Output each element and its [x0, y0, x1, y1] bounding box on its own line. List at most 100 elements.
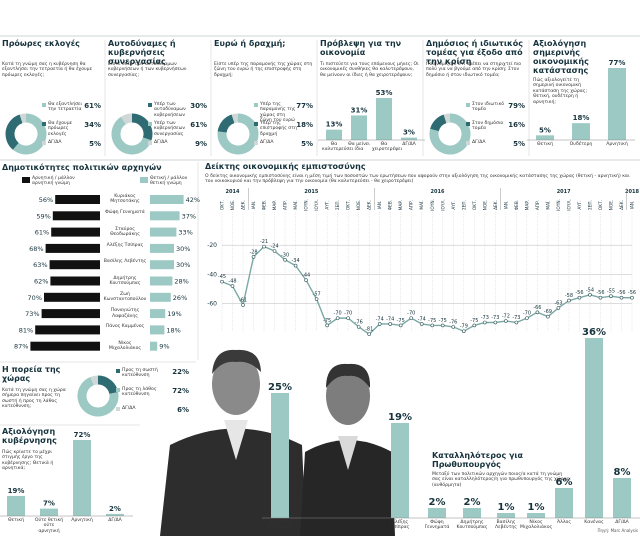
donut-label: Υπέρ της επιστροφής στη δραχμή: [260, 121, 297, 137]
value-label: -74: [386, 316, 394, 322]
x-tick-label: ΟΚΤ.: [472, 200, 478, 210]
point: [346, 316, 350, 320]
value-label: -70: [523, 311, 531, 317]
donut-segment: [97, 375, 119, 395]
x-tick-label: ΦΕΒ.: [262, 200, 268, 210]
value-label: 6%: [177, 406, 189, 414]
point: [451, 325, 456, 329]
point: [409, 316, 414, 320]
panel-subtitle: Τι πιστεύετε για τους επόμενους μήνες; Ο…: [320, 62, 419, 78]
value-label: -56: [575, 290, 583, 296]
value-label: 16%: [508, 121, 525, 129]
swatch: [466, 141, 470, 145]
point: [262, 244, 266, 249]
year-label: 2015: [304, 189, 318, 195]
point: [377, 322, 382, 326]
point: [535, 310, 540, 315]
value-label: -76: [449, 319, 457, 325]
row-label: Πάνος Καμμένος: [105, 324, 145, 330]
point: [619, 295, 624, 300]
value-label: 2%: [109, 505, 121, 513]
value-label: 9%: [195, 140, 207, 148]
chart-title: Δημοτικότητες πολιτικών αρχηγών: [2, 163, 162, 172]
point: [556, 306, 561, 310]
value-label: 2%: [464, 497, 481, 508]
value-label: 61%: [190, 121, 207, 129]
bar: [271, 393, 289, 518]
bar: [150, 195, 184, 204]
value-label: 72%: [74, 431, 91, 439]
x-tick-label: ΜΑΪ.: [544, 200, 551, 209]
value-label: 19%: [8, 487, 25, 495]
bar: [55, 195, 100, 204]
x-tick-label: ΙΟΥΝ.: [556, 199, 562, 211]
row-label: Παναγιώτης Λαφαζάνης: [110, 308, 140, 319]
donut-segment: [111, 116, 152, 155]
point: [293, 263, 298, 268]
bar: [150, 276, 173, 286]
value-label: -21: [260, 239, 268, 245]
panel-subtitle: Πού νομίζετε ότι πρέπει να στηριχτεί πιο…: [426, 62, 522, 78]
x-tick-label: ΙΟΥΝ.: [430, 199, 436, 211]
photo: [160, 349, 306, 536]
photo-shirt: [338, 436, 358, 470]
donut-label: ΔΓ/ΔΑ: [260, 140, 274, 145]
legend-label: Αρνητική / μάλλον αρνητική γνώμη: [32, 176, 75, 187]
x-tick-label: ΔΕΚ.: [493, 200, 499, 210]
photo-head: [212, 353, 260, 415]
x-tick-label: ΔΓ/ΔΑ: [108, 518, 122, 523]
point: [598, 295, 603, 300]
x-tick-label: ΔΓ/ΔΑ: [615, 520, 629, 525]
bar: [572, 123, 590, 140]
x-tick-label: Αρνητική: [606, 142, 628, 147]
swatch: [254, 141, 258, 145]
x-tick-label: Θα καλυτερεύσει: [322, 142, 354, 153]
donut-segment: [19, 113, 27, 124]
panel-subtitle: Είστε υπέρ της παραμονής της χώρας στη ζ…: [214, 62, 313, 78]
bar: [51, 227, 100, 237]
value-label: 77%: [609, 59, 626, 67]
photo: [300, 363, 395, 536]
panel-title: Η πορεία της χώρας: [2, 365, 61, 383]
point: [272, 249, 277, 253]
donut-label: Υπέρ της παραμονής της χώρας στη ζώνη το…: [260, 102, 296, 124]
point: [325, 323, 329, 328]
point: [241, 303, 245, 307]
bar: [391, 423, 409, 518]
x-tick-label: ΑΠΡ.: [535, 200, 541, 210]
x-tick-label: Δημήτρης Κουτσούμπας: [456, 520, 488, 531]
value-label: 13%: [326, 121, 343, 129]
value-label: 5%: [301, 140, 313, 148]
point: [577, 295, 582, 300]
donut-segment: [217, 114, 235, 133]
row-label: Κυριάκος Μητσοτάκης: [110, 194, 140, 205]
value-label: 73%: [25, 310, 39, 318]
swatch: [466, 122, 470, 126]
x-tick-label: ΙΟΥΛ.: [566, 199, 572, 211]
x-tick-label: ΝΟΕ.: [608, 200, 614, 211]
x-tick-label: Ουδέτερη: [569, 142, 593, 147]
value-label: 72%: [172, 387, 189, 395]
donut-label: ΔΓ/ΔΑ: [48, 140, 62, 145]
swatch: [254, 122, 258, 126]
value-label: 63%: [33, 261, 47, 269]
point: [283, 257, 287, 262]
x-tick-label: ΦΕΒ.: [514, 200, 520, 210]
panel-subtitle: Μεταξύ των πολιτικών αρχηγών ποιος/α κατ…: [432, 472, 571, 488]
bar: [150, 211, 180, 221]
value-label: -56: [628, 290, 636, 296]
value-label: 5%: [539, 126, 551, 134]
x-tick-label: ΑΠΡ.: [409, 200, 415, 210]
x-tick-label: Φώφη Γεννηματά: [424, 520, 450, 531]
value-label: 9%: [159, 343, 169, 351]
value-label: 42%: [186, 196, 200, 204]
value-label: -61: [239, 297, 247, 303]
bar: [351, 115, 367, 140]
line: [221, 245, 632, 336]
value-label: 7%: [43, 500, 55, 508]
x-tick-label: ΜΑΡ.: [272, 200, 278, 211]
x-tick-label: ΝΟΕ.: [230, 200, 236, 211]
value-label: 61%: [35, 229, 49, 237]
value-label: -75: [470, 318, 478, 324]
